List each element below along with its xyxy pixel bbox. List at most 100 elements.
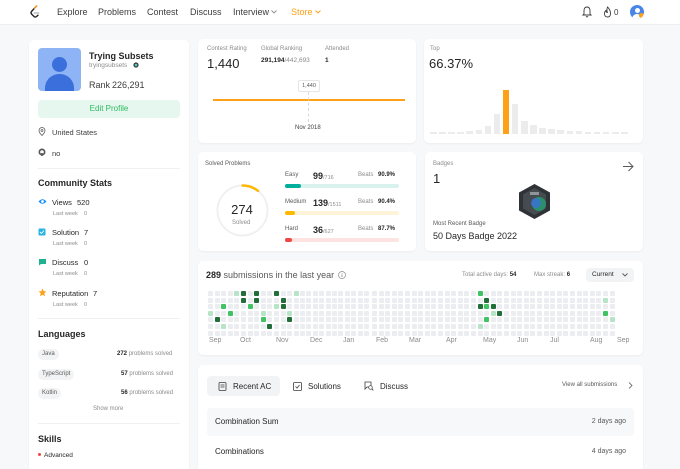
- nav-interview[interactable]: Interview: [233, 7, 270, 17]
- divider: [38, 423, 180, 424]
- submission-row[interactable]: Combinations 4 days ago: [207, 438, 634, 466]
- heatmap-cell: [543, 291, 549, 296]
- show-more-link[interactable]: Show more: [93, 406, 124, 412]
- heatmap-cell: [344, 317, 350, 323]
- heatmap-cell: [497, 304, 503, 310]
- heatmap-cell: [464, 317, 470, 323]
- heatmap-cell: [241, 304, 246, 310]
- heatmap-cell: [424, 317, 430, 323]
- heatmap-cell: [451, 304, 457, 310]
- community-reputation-value: 7: [93, 289, 98, 298]
- heatmap-cell: [221, 310, 227, 316]
- heatmap-cell: [563, 330, 569, 336]
- leetcode-logo-icon[interactable]: [29, 5, 41, 19]
- heatmap-cell: [208, 310, 213, 316]
- month-label: Apr: [446, 337, 457, 344]
- heatmap-cell: [471, 324, 476, 329]
- heatmap-cell: [603, 324, 608, 329]
- view-all-submissions-link[interactable]: View all submissions: [562, 382, 618, 388]
- tab-solutions[interactable]: Solutions: [293, 376, 341, 396]
- heatmap-cell: [438, 324, 443, 329]
- submission-title[interactable]: Combination Sum: [215, 417, 279, 426]
- nav-problems[interactable]: Problems: [98, 7, 137, 17]
- fire-icon[interactable]: [603, 6, 612, 18]
- heatmap-cell: [241, 330, 246, 336]
- heatmap-cell: [208, 330, 213, 336]
- heatmap-cell: [523, 317, 529, 323]
- heatmap-cell: [241, 291, 246, 296]
- nav-explore[interactable]: Explore: [57, 7, 88, 17]
- submission-title[interactable]: Combinations: [215, 447, 264, 456]
- heatmap-cell: [319, 291, 325, 296]
- heatmap-cell: [543, 310, 549, 316]
- heatmap-cell: [596, 297, 602, 303]
- github-text[interactable]: no: [52, 149, 61, 158]
- heatmap-cell: [424, 297, 430, 303]
- community-views-sub: Last week: [53, 211, 78, 217]
- heatmap-cell: [247, 317, 253, 323]
- heatmap-cell: [300, 317, 306, 323]
- heatmap-cell: [444, 304, 450, 310]
- heatmap-cell: [364, 324, 370, 329]
- heatmap-cell: [332, 304, 338, 310]
- heatmap-cell: [530, 310, 536, 316]
- chevron-down-icon: [315, 10, 321, 14]
- heatmap-cell: [576, 317, 582, 323]
- heatmap-cell: [550, 330, 556, 336]
- heatmap-cell: [576, 330, 582, 336]
- heatmap-cell: [490, 297, 496, 303]
- heatmap-cell: [274, 297, 279, 303]
- heatmap-cell: [589, 324, 595, 329]
- heatmap-cell: [550, 291, 556, 296]
- heatmap-cell: [344, 291, 350, 296]
- level-progress-fill: [285, 184, 301, 188]
- heatmap-cell: [583, 310, 589, 316]
- heatmap-cell: [530, 297, 536, 303]
- nav-discuss[interactable]: Discuss: [190, 7, 222, 17]
- contest-rating-label: Contest Rating: [207, 46, 247, 52]
- heatmap-cell: [431, 291, 437, 296]
- heatmap-cell: [260, 330, 266, 336]
- heatmap-cell: [537, 304, 542, 310]
- discuss-icon: [39, 259, 46, 266]
- heatmap-cell: [332, 310, 338, 316]
- heatmap-cell: [550, 310, 556, 316]
- year-select[interactable]: Current: [586, 268, 634, 282]
- profile-name: Trying Subsets: [89, 51, 154, 61]
- heatmap-cell: [338, 291, 343, 296]
- heatmap-cell: [589, 317, 595, 323]
- heatmap-cell: [603, 304, 608, 310]
- arrow-right-icon[interactable]: [622, 161, 634, 172]
- nav-store[interactable]: Store: [291, 7, 313, 17]
- heatmap-cell: [221, 324, 227, 329]
- avatar[interactable]: [630, 5, 644, 19]
- heatmap-cell: [517, 297, 523, 303]
- heatmap-cell: [214, 310, 220, 316]
- histogram-bar: [466, 131, 473, 134]
- tab-recent-ac[interactable]: Recent AC: [207, 376, 280, 396]
- heatmap-cell: [464, 330, 470, 336]
- heatmap-cell: [523, 310, 529, 316]
- heatmap-cell: [523, 304, 529, 310]
- heatmap-cell: [287, 304, 293, 310]
- heatmap-cell: [471, 317, 476, 323]
- heatmap-cell: [451, 291, 457, 296]
- bell-icon[interactable]: [582, 6, 592, 18]
- nav-contest[interactable]: Contest: [147, 7, 179, 17]
- level-progress-fill: [285, 211, 296, 215]
- heatmap-cell: [444, 310, 450, 316]
- profile-rank-label: Rank: [89, 80, 111, 90]
- heatmap-cell: [274, 330, 279, 336]
- heatmap-cell: [214, 291, 220, 296]
- info-icon[interactable]: [338, 271, 346, 279]
- heatmap-cell: [418, 291, 424, 296]
- tab-discuss[interactable]: Discuss: [364, 376, 408, 396]
- submission-row[interactable]: Combination Sum 2 days ago: [207, 408, 634, 436]
- heatmap-cell: [234, 330, 240, 336]
- heatmap-cell: [543, 304, 549, 310]
- month-label: Jun: [517, 337, 529, 344]
- heatmap-cell: [325, 330, 331, 336]
- heatmap-cell: [510, 291, 516, 296]
- edit-profile-button[interactable]: Edit Profile: [38, 100, 180, 118]
- heatmap-cell: [418, 330, 424, 336]
